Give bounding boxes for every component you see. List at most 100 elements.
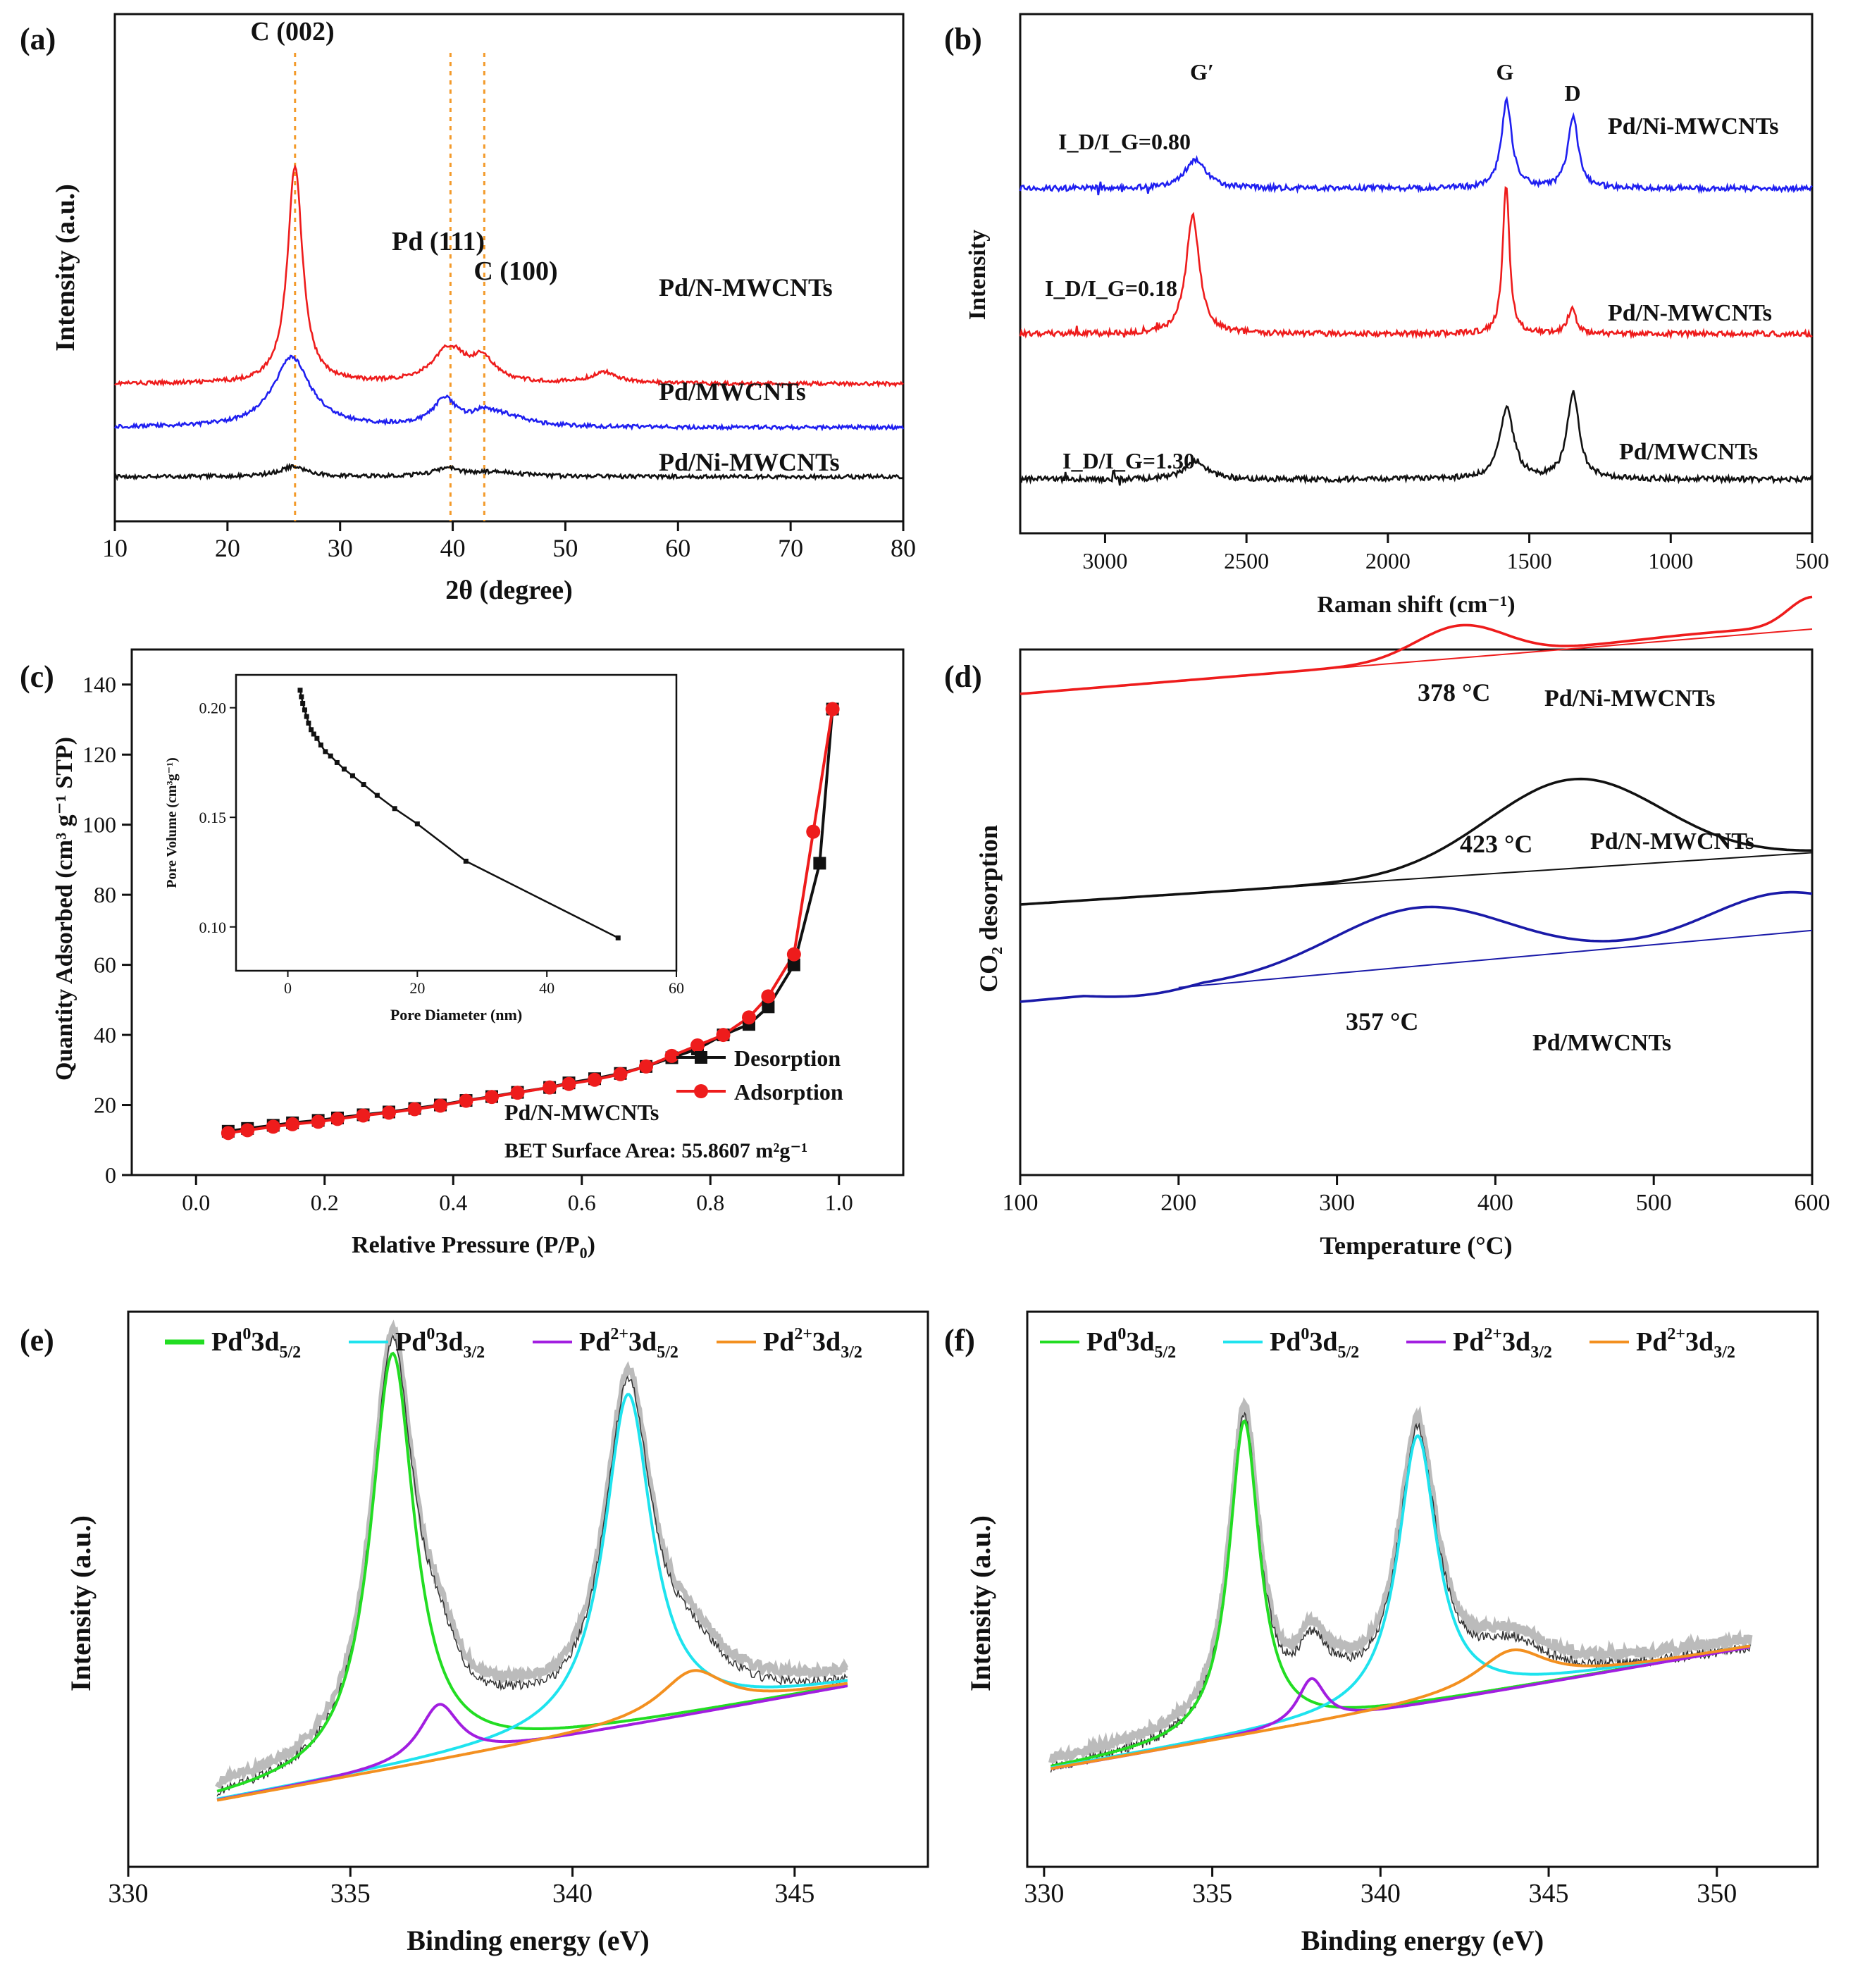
desorption-point	[787, 958, 800, 971]
y-tick-label: 0	[105, 1162, 116, 1188]
intensity-ratio-label: I_D/I_G=1.30	[1062, 448, 1195, 473]
pore-volume-point	[341, 766, 347, 772]
adsorption-point	[761, 989, 776, 1004]
legend-sup: 0	[1117, 1325, 1126, 1343]
x-tick-label: 0.8	[696, 1190, 724, 1215]
x-tick-label: 300	[1319, 1190, 1355, 1216]
adsorption-point	[588, 1072, 602, 1087]
legend-sup: 2+	[794, 1325, 812, 1343]
pore-volume-point	[302, 707, 307, 713]
legend-sup: 2+	[610, 1325, 628, 1343]
x-tick-label: 70	[778, 534, 803, 562]
x-axis-label: Binding energy (eV)	[407, 1925, 649, 1956]
adsorption-point	[285, 1117, 300, 1131]
pore-volume-point	[297, 688, 303, 693]
x-tick-label: 600	[1795, 1190, 1830, 1216]
peak-temperature-label: 378 °C	[1418, 678, 1490, 707]
y-tick-label: 100	[82, 812, 116, 838]
peak-annotation: C (002)	[250, 17, 334, 46]
inset-x-axis-label: Pore Diameter (nm)	[390, 1006, 522, 1024]
x-tick-label: 345	[1529, 1879, 1569, 1908]
y-axis-label: CO₂ desorption	[974, 825, 1003, 993]
xps-component-green	[1051, 1419, 1751, 1768]
adsorption-point	[459, 1093, 473, 1108]
x-tick-label: 20	[215, 534, 240, 562]
series-label: Pd/Ni-MWCNTs	[1544, 685, 1715, 712]
x-tick-label: 3000	[1082, 548, 1127, 573]
adsorption-point	[240, 1123, 255, 1138]
x-tick-label: 1000	[1648, 548, 1693, 573]
adsorption-point	[562, 1076, 576, 1091]
inset-x-tick-label: 20	[409, 979, 425, 997]
adsorption-point	[407, 1102, 422, 1117]
xps-component-green	[216, 1351, 848, 1793]
pore-volume-point	[323, 749, 328, 754]
panel-e-xps: (e) 330 335 340 345 Binding energy (eV) Intens…	[20, 1310, 929, 1956]
x-tick-label: 2500	[1224, 548, 1269, 573]
adsorption-point	[311, 1114, 326, 1129]
series-label: Pd/N-MWCNTs	[1590, 828, 1754, 855]
legend-sub: 3/2	[464, 1343, 485, 1362]
y-tick-label: 80	[94, 882, 116, 907]
legend-main: Pd	[1636, 1327, 1667, 1357]
adsorption-point	[221, 1126, 235, 1141]
series-label: Pd/N-MWCNTs	[1608, 300, 1772, 326]
series-label: Pd/MWCNTs	[659, 378, 806, 406]
adsorption-point	[510, 1086, 525, 1100]
x-tick-label: 2000	[1365, 548, 1411, 573]
legend-label: Desorption	[734, 1045, 841, 1071]
x-axis-label-end: )	[588, 1232, 595, 1258]
peak-annotation: C (100)	[473, 256, 557, 286]
pore-volume-point	[361, 782, 366, 788]
legend-main: Pd	[763, 1327, 794, 1357]
x-tick-label: 500	[1636, 1190, 1672, 1216]
y-axis-label: Quantity Adsorbed (cm³ g⁻¹ STP)	[51, 737, 78, 1081]
x-tick-label: 350	[1697, 1879, 1737, 1908]
x-tick-label: 335	[330, 1879, 371, 1908]
panel-label: (f)	[944, 1323, 975, 1358]
legend-label: Pd03d5/2	[1270, 1325, 1359, 1362]
x-tick-label: 1500	[1507, 548, 1552, 573]
x-tick-label: 40	[440, 534, 466, 562]
tpd-baseline	[1020, 852, 1813, 905]
xps-fit-envelope	[216, 1334, 848, 1797]
legend-main: Pd	[1270, 1327, 1301, 1357]
pore-volume-point	[392, 806, 397, 812]
inset-x-tick-label: 0	[284, 979, 292, 997]
legend-sub: 5/2	[280, 1343, 302, 1362]
x-axis-label-sub: 0	[580, 1244, 588, 1262]
series-label: Pd/MWCNTs	[1532, 1030, 1671, 1056]
legend-mid: 3d	[435, 1327, 463, 1357]
tpd-series-line	[1020, 890, 1813, 1003]
inset-y-tick-label: 0.15	[199, 809, 227, 826]
pore-volume-point	[374, 793, 380, 798]
tpd-baseline	[1020, 628, 1813, 695]
legend-main: Pd	[1453, 1327, 1484, 1357]
pore-volume-point	[463, 858, 469, 864]
desorption-point	[762, 1000, 775, 1014]
legend-sup: 2+	[1667, 1325, 1685, 1343]
panel-label: (e)	[20, 1323, 54, 1358]
x-tick-label: 10	[102, 534, 128, 562]
pore-volume-point	[328, 753, 333, 759]
y-axis-label: Intensity (a.u.)	[51, 184, 80, 352]
legend-mid: 3d	[1126, 1327, 1154, 1357]
panel-label: (c)	[20, 659, 54, 694]
x-axis-label: Temperature (°C)	[1320, 1231, 1512, 1260]
xps-component-orange	[216, 1669, 848, 1802]
series-label: Pd/N-MWCNTs	[659, 273, 833, 302]
pore-volume-point	[306, 720, 311, 726]
y-tick-label: 60	[94, 952, 116, 978]
adsorption-point	[664, 1048, 679, 1063]
intensity-ratio-label: I_D/I_G=0.80	[1058, 129, 1191, 154]
legend-mid: 3d	[1502, 1327, 1530, 1357]
panel-label: (a)	[20, 22, 56, 56]
legend-marker	[694, 1084, 708, 1098]
raman-series-line	[1020, 390, 1814, 486]
x-tick-label: 100	[1003, 1190, 1039, 1216]
plot-frame	[1026, 1310, 1819, 1868]
adsorption-point	[690, 1038, 705, 1052]
pore-volume-point	[615, 935, 621, 940]
xrd-series-line	[113, 462, 905, 482]
x-tick-label: 330	[1024, 1879, 1064, 1908]
